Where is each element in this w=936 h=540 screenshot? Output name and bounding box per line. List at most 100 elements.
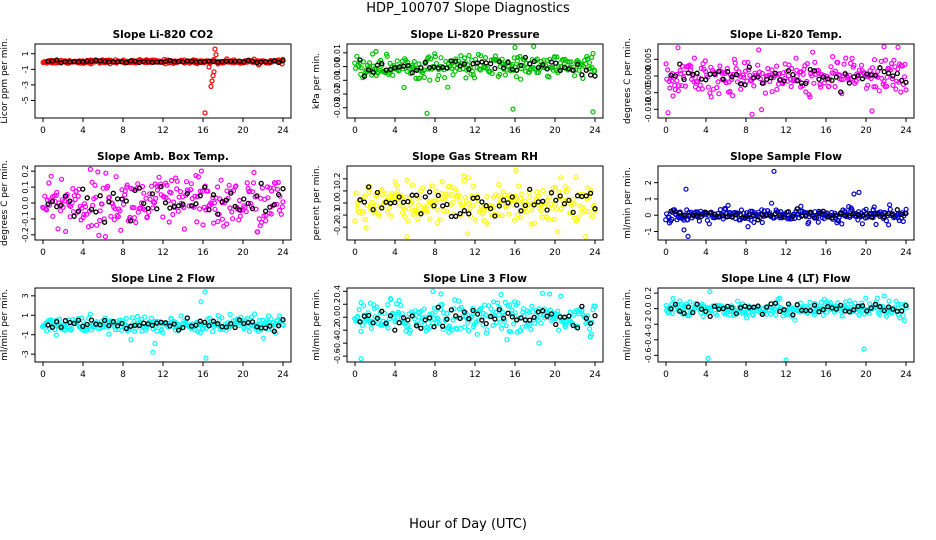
data-point-reference xyxy=(518,315,524,321)
data-point-reference xyxy=(672,301,679,308)
data-point xyxy=(87,166,94,172)
x-tick-label: 20 xyxy=(549,248,561,258)
y-tick-label: 0.0 xyxy=(21,197,30,210)
data-point xyxy=(481,208,487,214)
data-point-outlier xyxy=(745,224,751,230)
x-tick-label: 20 xyxy=(860,370,872,380)
data-point xyxy=(404,177,410,183)
data-point xyxy=(550,67,556,73)
data-point xyxy=(500,312,507,318)
data-point xyxy=(440,196,446,202)
x-tick-label: 4 xyxy=(392,126,398,136)
data-point xyxy=(771,306,777,313)
y-axis-label: kPa per min. xyxy=(312,53,322,109)
data-point xyxy=(893,86,899,92)
data-point-reference xyxy=(101,219,108,225)
data-point xyxy=(377,67,383,73)
data-point xyxy=(407,330,413,336)
data-point-reference xyxy=(431,324,437,330)
data-point xyxy=(203,325,209,331)
data-point xyxy=(514,212,521,218)
data-point xyxy=(890,82,896,88)
data-point-reference xyxy=(58,202,64,208)
data-point-reference xyxy=(785,301,792,307)
data-point xyxy=(368,325,374,331)
data-point-reference xyxy=(742,303,748,309)
data-point xyxy=(682,83,689,89)
data-point xyxy=(484,221,490,227)
data-point-reference xyxy=(574,61,581,68)
y-axis-label: degrees C per min. xyxy=(623,38,633,124)
data-point xyxy=(42,322,48,328)
data-point xyxy=(244,180,250,186)
data-point-reference xyxy=(811,68,818,74)
data-point-reference xyxy=(54,203,60,210)
data-point xyxy=(839,221,845,227)
data-point-reference xyxy=(833,74,840,80)
data-point-reference xyxy=(487,61,494,67)
data-point xyxy=(714,312,720,318)
data-point xyxy=(166,219,172,225)
data-point xyxy=(683,304,689,310)
data-point xyxy=(481,218,487,224)
data-point-reference xyxy=(509,314,515,320)
data-point-reference xyxy=(435,304,441,310)
data-point xyxy=(51,193,57,199)
data-point xyxy=(527,194,533,200)
data-point-reference xyxy=(851,210,857,216)
data-point xyxy=(901,318,907,324)
data-point-reference xyxy=(566,66,572,72)
data-point xyxy=(708,308,714,314)
data-point xyxy=(466,201,472,207)
data-point xyxy=(585,208,591,215)
data-point xyxy=(567,210,574,216)
data-point xyxy=(197,188,203,194)
data-point xyxy=(484,194,490,200)
data-point xyxy=(853,78,859,85)
y-tick-label: 0.2 xyxy=(21,165,30,178)
data-point xyxy=(58,176,65,182)
data-point xyxy=(873,84,879,90)
data-point xyxy=(227,205,233,211)
data-point-reference xyxy=(685,70,692,76)
panel-1: Slope Li-820 CO2 Licor ppm per min. 0 4 8 12 1… xyxy=(0,29,292,136)
data-point xyxy=(541,57,547,63)
data-point-reference xyxy=(724,68,731,75)
data-point xyxy=(755,62,761,68)
data-point xyxy=(502,192,508,198)
panel-2: Slope Li-820 Pressure kPa per min. 0 4 8 12 16… xyxy=(312,29,604,136)
data-point-reference xyxy=(175,327,182,333)
data-point-reference xyxy=(374,315,381,321)
data-point xyxy=(251,169,257,176)
data-point xyxy=(794,73,800,79)
data-point-reference xyxy=(881,69,887,75)
data-point xyxy=(582,234,589,240)
data-point xyxy=(188,181,194,187)
data-point xyxy=(183,179,190,185)
y-tick-label: 0.000 xyxy=(644,65,653,88)
data-point xyxy=(887,206,893,212)
data-point xyxy=(489,70,495,77)
data-point-reference xyxy=(698,76,705,82)
data-point-reference xyxy=(88,317,95,323)
x-tick-label: 12 xyxy=(157,126,168,136)
data-point xyxy=(369,199,375,205)
data-point xyxy=(708,94,714,100)
data-point xyxy=(696,218,703,224)
data-point xyxy=(665,67,671,73)
data-point xyxy=(895,301,901,307)
data-point xyxy=(544,57,550,64)
data-point xyxy=(360,322,366,328)
data-point xyxy=(279,204,285,210)
data-point xyxy=(858,62,865,68)
data-point-reference xyxy=(262,325,269,331)
data-point xyxy=(405,322,411,329)
y-tick-label: 0.0 xyxy=(333,197,342,210)
data-point-reference xyxy=(366,312,372,319)
y-tick-label: 3 xyxy=(21,293,30,298)
data-point-reference xyxy=(772,70,779,76)
data-point xyxy=(493,309,499,315)
data-point xyxy=(440,326,446,332)
data-point-reference xyxy=(881,307,887,314)
data-point-reference xyxy=(531,314,537,321)
